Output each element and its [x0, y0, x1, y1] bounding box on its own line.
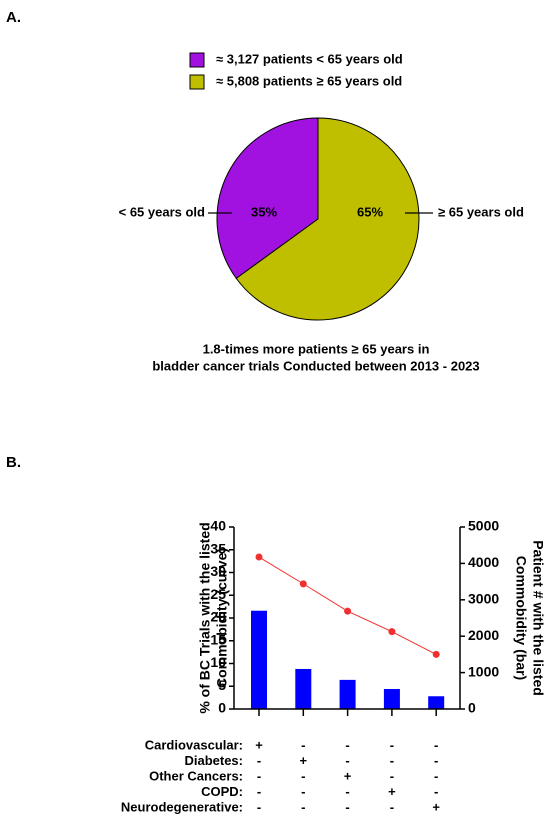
matrix-cell: -	[434, 784, 438, 799]
y2-tick-label: 5000	[468, 518, 499, 534]
matrix-cell: -	[390, 753, 394, 768]
y-tick-label: 35	[210, 540, 226, 556]
line-point	[344, 607, 352, 615]
matrix-cell: -	[345, 737, 349, 752]
y-axis-label: % of BC Trials with the listed	[197, 522, 213, 713]
y-tick-label: 15	[210, 631, 226, 647]
y-tick-label: 10	[210, 654, 226, 670]
matrix-cell: -	[301, 768, 305, 783]
side-label: ≥ 65 years old	[438, 204, 524, 219]
matrix-cell: -	[345, 799, 349, 814]
y-tick-label: 40	[210, 518, 226, 534]
row-label: COPD:	[201, 784, 243, 799]
legend-label: ≈ 5,808 patients ≥ 65 years old	[216, 73, 402, 88]
y-tick-label: 5	[218, 677, 226, 693]
matrix-cell: +	[255, 737, 263, 752]
y2-tick-label: 2000	[468, 627, 499, 643]
legend-label: ≈ 3,127 patients < 65 years old	[216, 51, 403, 66]
matrix-cell: -	[257, 768, 261, 783]
row-label: Diabetes:	[184, 753, 243, 768]
matrix-cell: +	[388, 784, 396, 799]
y2-axis-label: Commobidity (bar)	[513, 556, 529, 680]
slice-label: 35%	[251, 204, 277, 219]
pie-slice	[235, 117, 420, 321]
caption: bladder cancer trials Conducted between …	[152, 358, 479, 373]
matrix-cell: -	[301, 784, 305, 799]
matrix-cell: -	[434, 768, 438, 783]
row-label: Cardiovascular:	[145, 737, 243, 752]
matrix-cell: -	[257, 799, 261, 814]
legend-swatch	[189, 74, 205, 90]
line-point	[255, 553, 263, 561]
bar	[428, 696, 445, 709]
caption: 1.8-times more patients ≥ 65 years in	[203, 341, 430, 356]
slice-label: 65%	[357, 204, 383, 219]
side-label: < 65 years old	[119, 204, 205, 219]
matrix-cell: -	[390, 799, 394, 814]
matrix-cell: -	[301, 737, 305, 752]
y2-tick-label: 1000	[468, 663, 499, 679]
matrix-cell: +	[344, 768, 352, 783]
y-tick-label: 0	[218, 700, 226, 716]
row-label: Neurodegenerative:	[121, 799, 243, 814]
panel-label: A.	[6, 9, 21, 26]
row-label: Other Cancers:	[149, 768, 243, 783]
matrix-cell: -	[434, 753, 438, 768]
matrix-cell: -	[434, 737, 438, 752]
matrix-cell: -	[345, 784, 349, 799]
matrix-cell: +	[300, 753, 308, 768]
line-point	[299, 580, 307, 588]
y2-tick-label: 3000	[468, 591, 499, 607]
matrix-cell: -	[257, 784, 261, 799]
bar	[251, 610, 267, 709]
matrix-cell: -	[301, 799, 305, 814]
y-tick-label: 30	[210, 563, 226, 579]
line	[258, 556, 437, 655]
matrix-cell: -	[390, 737, 394, 752]
line-point	[388, 628, 396, 636]
y-tick-label: 25	[210, 586, 226, 602]
y2-axis-label: Patient # with the listed	[530, 540, 546, 696]
pie-slice	[216, 117, 319, 280]
matrix-cell: -	[390, 768, 394, 783]
y-axis-label: Commobidity (curve)	[214, 548, 230, 688]
bar	[295, 668, 312, 709]
matrix-cell: -	[345, 753, 349, 768]
legend-swatch	[189, 52, 205, 68]
panel-label: B.	[6, 454, 21, 471]
bar	[383, 688, 400, 709]
bar	[339, 679, 356, 709]
y-tick-label: 20	[210, 609, 226, 625]
matrix-cell: +	[432, 799, 440, 814]
y2-tick-label: 0	[468, 700, 476, 716]
y2-tick-label: 4000	[468, 554, 499, 570]
matrix-cell: -	[257, 753, 261, 768]
line-point	[432, 650, 440, 658]
